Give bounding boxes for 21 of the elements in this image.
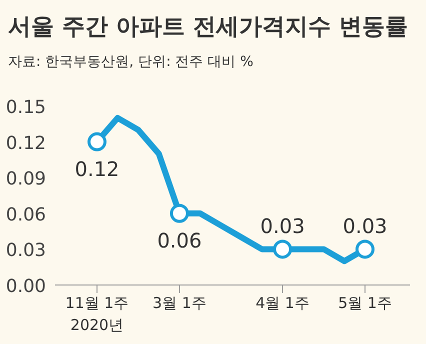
y-tick-label: 0.03 bbox=[6, 240, 46, 262]
point bbox=[170, 204, 189, 223]
point bbox=[88, 132, 106, 152]
y-tick-label: 0.09 bbox=[6, 168, 46, 190]
data-label: 0.12 bbox=[74, 156, 120, 181]
text: 2020년 bbox=[70, 316, 124, 334]
y-tick-label: 0.15 bbox=[6, 97, 46, 118]
x-tick-label: 5월 1주 bbox=[338, 294, 392, 312]
data-label: 0.03 bbox=[342, 214, 388, 238]
x-tick-label: 4월 1주 bbox=[256, 294, 310, 312]
point bbox=[273, 240, 292, 259]
point bbox=[356, 240, 374, 259]
x-tick-label: 11월 1주 bbox=[65, 294, 129, 312]
x-tick-label: 3월 1주 bbox=[152, 294, 206, 312]
data-label: 0.06 bbox=[157, 228, 202, 252]
chart-subtitle: 자료: 한국부동산원, 단위: 전주 대비 % bbox=[8, 54, 254, 70]
y-tick-label: 0.12 bbox=[6, 132, 46, 154]
y-tick-label: 0.00 bbox=[6, 276, 46, 297]
y-tick-label: 0.06 bbox=[6, 204, 46, 226]
chart-title: 서울 주간 아파트 전세가격지수 변동률 bbox=[8, 14, 408, 40]
data-label: 0.03 bbox=[260, 214, 305, 238]
